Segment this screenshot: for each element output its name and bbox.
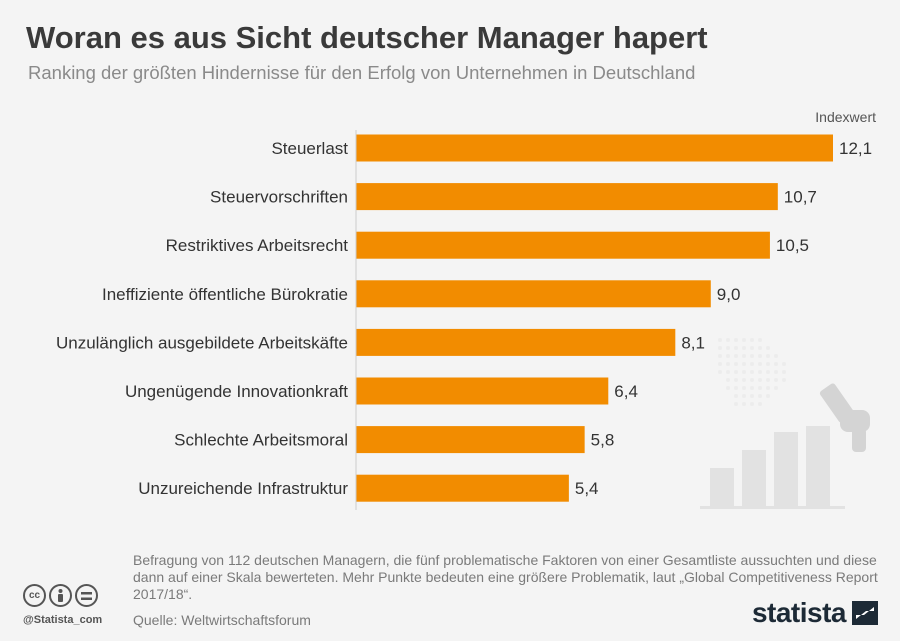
bar [356,280,711,308]
creative-commons-icon: cc [23,584,46,607]
category-label: Restriktives Arbeitsrecht [166,236,349,255]
decorative-illustration [700,338,870,509]
category-label: Unzureichende Infrastruktur [138,479,348,498]
statista-logo-text: statista [751,597,847,628]
statista-logo-mark-icon [852,601,878,625]
statista-handle[interactable]: @Statista_com [23,614,103,626]
value-label: 5,4 [575,479,599,498]
statista-logo[interactable]: statista [752,597,878,629]
bar [356,377,609,405]
no-derivatives-icon [75,584,98,607]
bar [356,474,569,502]
license-icons: cc [23,584,98,607]
value-label: 8,1 [681,333,705,352]
unit-label: Indexwert [815,109,876,125]
source-note: Quelle: Weltwirtschaftsforum [133,612,311,628]
category-label: Unzulänglich ausgebildete Arbeitskäfte [56,333,348,352]
value-label: 10,5 [776,236,809,255]
chart-title: Woran es aus Sicht deutscher Manager hap… [26,20,708,55]
value-label: 5,8 [591,431,615,450]
bar [356,426,585,454]
value-label: 10,7 [784,188,817,207]
category-label: Ineffiziente öffentliche Bürokratie [102,285,348,304]
category-label: Schlechte Arbeitsmoral [174,431,348,450]
value-label: 6,4 [614,382,638,401]
category-label: Steuervorschriften [210,188,348,207]
bar [356,328,676,356]
attribution-icon [49,584,72,607]
category-label: Steuerlast [271,139,348,158]
value-label: 12,1 [839,139,872,158]
bar [356,183,778,211]
chart-subtitle: Ranking der größten Hindernisse für den … [28,62,696,83]
footnote: Befragung von 112 deutschen Managern, di… [133,552,878,602]
value-label: 9,0 [717,285,741,304]
bar [356,231,770,259]
bar [356,134,833,162]
category-label: Ungenügende Innovationkraft [125,382,348,401]
